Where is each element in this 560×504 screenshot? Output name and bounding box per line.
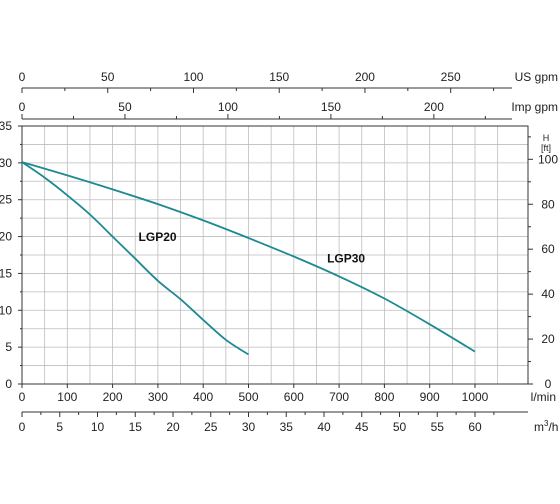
- y-left-tick-label: 20: [0, 230, 12, 244]
- x-m3h-tick-label: 50: [393, 420, 407, 434]
- x-m3h-tick-label: 35: [280, 420, 294, 434]
- x-lmin-tick-label: 500: [238, 390, 258, 404]
- x-usgpm-tick-label: 250: [441, 70, 461, 84]
- y-left-tick-label: 15: [0, 266, 12, 280]
- y-left-tick-label: 5: [5, 340, 12, 354]
- x-lmin-tick-label: 700: [329, 390, 349, 404]
- y-right-unit-line2: [ft]: [541, 143, 551, 153]
- y-right-tick-label: 80: [541, 197, 555, 211]
- y-right-unit-line1: H: [543, 133, 550, 143]
- x-lmin-tick-label: 300: [148, 390, 168, 404]
- x-m3h-tick-label: 45: [355, 420, 369, 434]
- x-usgpm-tick-label: 200: [355, 70, 375, 84]
- x-lmin-unit-label: l/min: [531, 390, 556, 404]
- x-usgpm-unit-label: US gpm: [515, 70, 558, 84]
- x-usgpm-tick-label: 100: [183, 70, 203, 84]
- series-line-lgp30: [21, 161, 476, 353]
- x-impgpm-tick-label: 100: [218, 100, 238, 114]
- x-m3h-tick-label: 15: [129, 420, 143, 434]
- y-left-tick-label: 30: [0, 156, 12, 170]
- x-lmin-tick-label: 100: [57, 390, 77, 404]
- x-m3h-tick-label: 5: [56, 420, 63, 434]
- x-lmin-tick-label: 0: [19, 390, 26, 404]
- y-left-tick-label: 10: [0, 303, 12, 317]
- series-label-lgp20: LGP20: [139, 230, 177, 244]
- x-lmin-tick-label: 900: [420, 390, 440, 404]
- y-right-tick-label: 100: [538, 152, 558, 166]
- x-usgpm-tick-label: 50: [101, 70, 115, 84]
- y-left-tick-label: 25: [0, 193, 12, 207]
- series-line-lgp20: [21, 161, 249, 356]
- x-usgpm-tick-label: 0: [19, 70, 26, 84]
- x-lmin-tick-label: 800: [374, 390, 394, 404]
- y-left-tick-label: 35: [0, 119, 12, 133]
- curves: [21, 161, 476, 356]
- x-impgpm-unit-label: Imp gpm: [511, 100, 558, 114]
- x-m3h-tick-label: 40: [317, 420, 331, 434]
- x-lmin-tick-label: 600: [284, 390, 304, 404]
- x-m3h-tick-label: 60: [468, 420, 482, 434]
- grid: [22, 126, 528, 384]
- y-right-tick-label: 20: [541, 332, 555, 346]
- x-m3h-tick-label: 10: [91, 420, 105, 434]
- x-m3h-tick-label: 20: [166, 420, 180, 434]
- x-impgpm-tick-label: 0: [19, 100, 26, 114]
- axes: [18, 87, 533, 417]
- x-impgpm-tick-label: 150: [321, 100, 341, 114]
- x-lmin-tick-label: 1000: [462, 390, 489, 404]
- x-m3h-tick-label: 55: [431, 420, 445, 434]
- y-right-tick-label: 0: [545, 377, 552, 391]
- series-label-lgp30: LGP30: [327, 251, 365, 265]
- x-m3h-tick-label: 30: [242, 420, 256, 434]
- x-usgpm-tick-label: 150: [269, 70, 289, 84]
- x-m3h-tick-label: 0: [19, 420, 26, 434]
- x-lmin-tick-label: 400: [193, 390, 213, 404]
- x-impgpm-tick-label: 200: [424, 100, 444, 114]
- x-m3h-tick-label: 25: [204, 420, 218, 434]
- x-lmin-tick-label: 200: [103, 390, 123, 404]
- y-right-tick-label: 40: [541, 287, 555, 301]
- x-m3h-unit-label: m3/h: [534, 419, 558, 434]
- y-left-tick-label: 0: [5, 377, 12, 391]
- y-right-tick-label: 60: [541, 242, 555, 256]
- x-impgpm-tick-label: 50: [118, 100, 132, 114]
